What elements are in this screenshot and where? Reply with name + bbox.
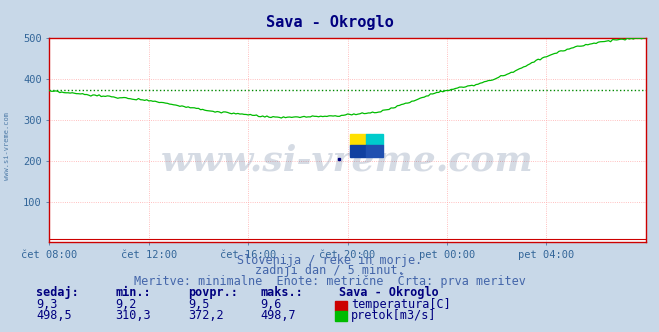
Text: 9,2: 9,2 bbox=[115, 298, 136, 311]
Text: temperatura[C]: temperatura[C] bbox=[351, 298, 451, 311]
Text: 372,2: 372,2 bbox=[188, 309, 223, 322]
Text: min.:: min.: bbox=[115, 286, 151, 299]
Text: 9,6: 9,6 bbox=[260, 298, 281, 311]
Bar bbox=[350, 145, 366, 157]
Text: www.si-vreme.com: www.si-vreme.com bbox=[3, 112, 10, 180]
Bar bbox=[366, 134, 383, 145]
Text: pretok[m3/s]: pretok[m3/s] bbox=[351, 309, 437, 322]
Text: 9,3: 9,3 bbox=[36, 298, 57, 311]
Text: 310,3: 310,3 bbox=[115, 309, 151, 322]
Text: 498,5: 498,5 bbox=[36, 309, 72, 322]
Text: Sava - Okroglo: Sava - Okroglo bbox=[266, 15, 393, 30]
Text: Slovenija / reke in morje.: Slovenija / reke in morje. bbox=[237, 254, 422, 267]
Text: maks.:: maks.: bbox=[260, 286, 303, 299]
Text: Sava - Okroglo: Sava - Okroglo bbox=[339, 286, 439, 299]
Text: Meritve: minimalne  Enote: metrične  Črta: prva meritev: Meritve: minimalne Enote: metrične Črta:… bbox=[134, 273, 525, 288]
Text: 498,7: 498,7 bbox=[260, 309, 296, 322]
Text: 9,5: 9,5 bbox=[188, 298, 209, 311]
Text: povpr.:: povpr.: bbox=[188, 286, 238, 299]
Bar bbox=[350, 134, 366, 145]
Text: sedaj:: sedaj: bbox=[36, 286, 79, 299]
Text: zadnji dan / 5 minut.: zadnji dan / 5 minut. bbox=[254, 264, 405, 277]
Text: www.si-vreme.com: www.si-vreme.com bbox=[161, 144, 534, 178]
Bar bbox=[366, 145, 383, 157]
